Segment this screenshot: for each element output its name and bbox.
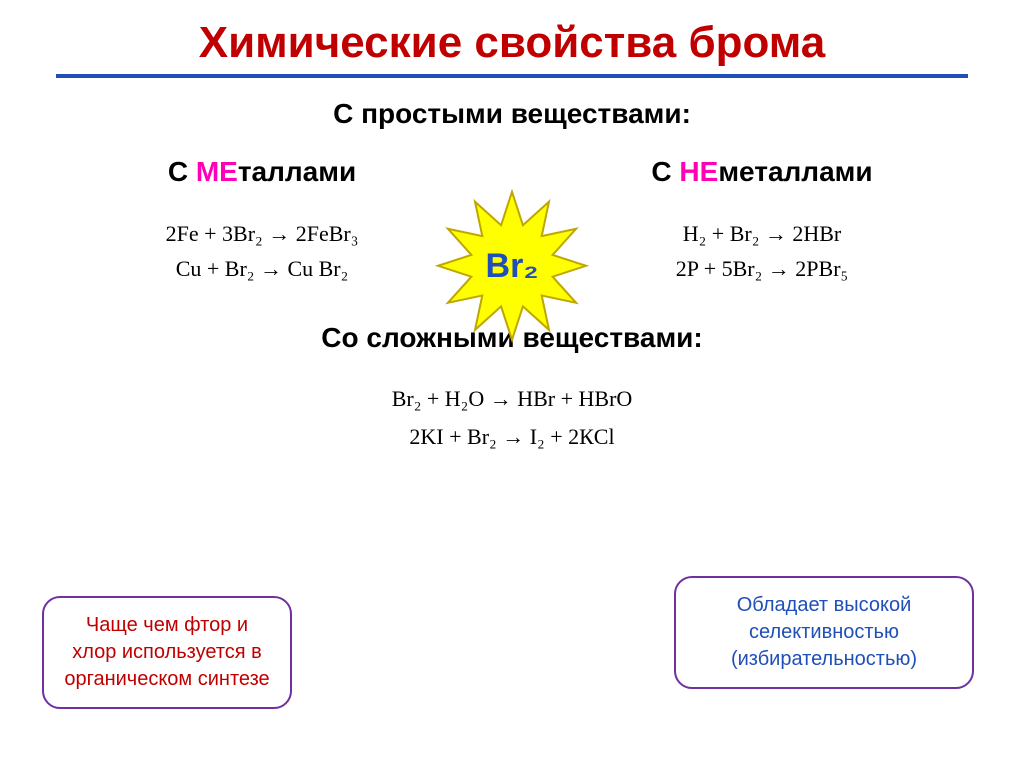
equation: 2P + 5Br₂ → 2PBr₅ xyxy=(582,251,942,286)
equation: 2KI + Br₂ → I₂ + 2КCl xyxy=(0,418,1024,455)
nonmetals-heading-accent: НЕ xyxy=(679,156,718,187)
nonmetals-column: С НЕметаллами H₂ + Br₂ → 2HBr 2P + 5Br₂ … xyxy=(582,156,942,286)
equation: Br₂ + H₂O → HBr + HBrO xyxy=(0,380,1024,417)
page-title: Химические свойства брома xyxy=(0,0,1024,74)
section-simple-heading: С простыми веществами: xyxy=(0,98,1024,130)
metals-equations: 2Fe + 3Br₂ → 2FeBr₃ Cu + Br₂ → Cu Br₂ xyxy=(82,216,442,286)
simple-substances-row: С МЕталлами 2Fe + 3Br₂ → 2FeBr₃ Cu + Br₂… xyxy=(0,156,1024,286)
metals-heading-suffix: таллами xyxy=(238,156,356,187)
metals-heading-prefix: С xyxy=(168,156,196,187)
equation: H₂ + Br₂ → 2HBr xyxy=(582,216,942,251)
nonmetals-heading-prefix: С xyxy=(651,156,679,187)
nonmetals-equations: H₂ + Br₂ → 2HBr 2P + 5Br₂ → 2PBr₅ xyxy=(582,216,942,286)
metals-heading-accent: МЕ xyxy=(196,156,238,187)
metals-heading: С МЕталлами xyxy=(82,156,442,188)
note-right: Обладает высокой селективностью (избират… xyxy=(674,576,974,689)
nonmetals-heading: С НЕметаллами xyxy=(582,156,942,188)
equation: Cu + Br₂ → Cu Br₂ xyxy=(82,251,442,286)
star-label: Br₂ xyxy=(486,246,539,285)
note-left: Чаще чем фтор и хлор используется в орга… xyxy=(42,596,292,709)
title-underline xyxy=(56,74,968,78)
metals-column: С МЕталлами 2Fe + 3Br₂ → 2FeBr₃ Cu + Br₂… xyxy=(82,156,442,286)
equation: 2Fe + 3Br₂ → 2FeBr₃ xyxy=(82,216,442,251)
complex-equations: Br₂ + H₂O → HBr + HBrO 2KI + Br₂ → I₂ + … xyxy=(0,380,1024,455)
star-burst: Br₂ xyxy=(432,186,592,346)
nonmetals-heading-suffix: металлами xyxy=(718,156,872,187)
